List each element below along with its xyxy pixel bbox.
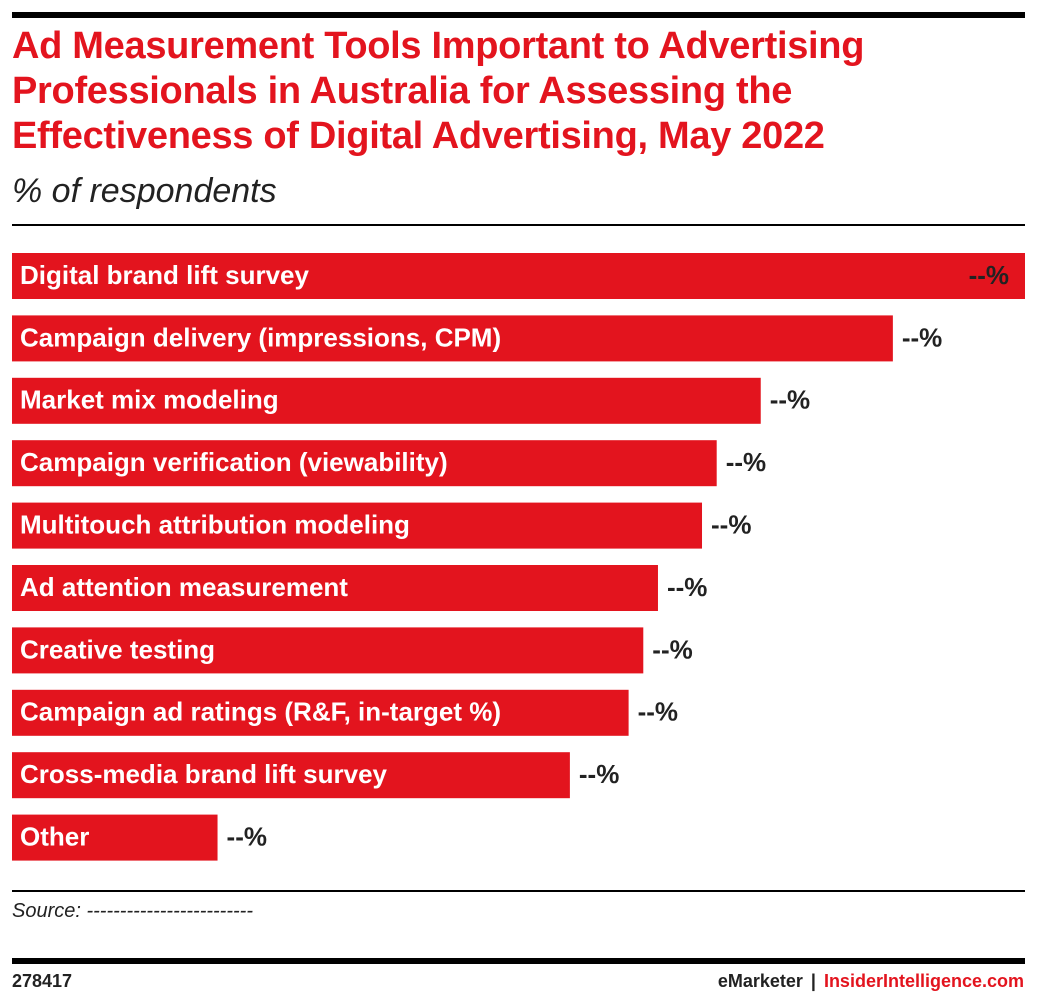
value-label: --%	[652, 634, 692, 664]
bar	[12, 565, 658, 611]
brand: eMarketer	[717, 971, 803, 991]
value-label: --%	[638, 697, 678, 727]
category-label: Campaign delivery (impressions, CPM)	[20, 322, 501, 352]
category-label: Other	[20, 821, 89, 851]
footer-rule	[12, 958, 1025, 964]
bar	[12, 440, 717, 487]
header-rule	[12, 224, 1025, 226]
source-rule	[12, 890, 1025, 892]
bar	[12, 377, 761, 424]
value-label: --%	[227, 821, 267, 851]
bar	[12, 627, 644, 674]
value-label: --%	[969, 260, 1009, 290]
source: Source: -------------------------	[12, 900, 253, 922]
footer-brand: eMarketer | InsiderIntelligence.com	[718, 971, 1024, 992]
category-label: Cross-media brand lift survey	[20, 759, 388, 789]
category-label: Ad attention measurement	[20, 572, 348, 602]
value-label: --%	[711, 509, 751, 539]
bar	[12, 814, 218, 861]
bar	[12, 253, 1025, 299]
bar	[12, 752, 570, 799]
category-label: Campaign ad ratings (R&F, in-target %)	[20, 697, 501, 727]
value-label: --%	[726, 447, 766, 477]
value-label: --%	[579, 759, 619, 789]
value-label: --%	[667, 572, 707, 602]
category-label: Creative testing	[20, 634, 215, 664]
bar	[12, 689, 629, 736]
value-label: --%	[902, 322, 942, 352]
value-label: --%	[770, 385, 810, 415]
chart-id: 278417	[12, 971, 73, 991]
top-rule	[12, 12, 1025, 18]
chart-title: Ad Measurement Tools Important to Advert…	[12, 25, 865, 157]
bar	[12, 315, 893, 362]
bar	[12, 502, 703, 549]
category-label: Digital brand lift survey	[20, 260, 309, 290]
separator: |	[810, 971, 816, 991]
category-label: Campaign verification (viewability)	[20, 447, 448, 477]
site: InsiderIntelligence.com	[823, 971, 1024, 991]
chart-subtitle: % of respondents	[12, 172, 277, 210]
category-label: Market mix modeling	[20, 385, 279, 415]
category-label: Multitouch attribution modeling	[20, 509, 410, 539]
